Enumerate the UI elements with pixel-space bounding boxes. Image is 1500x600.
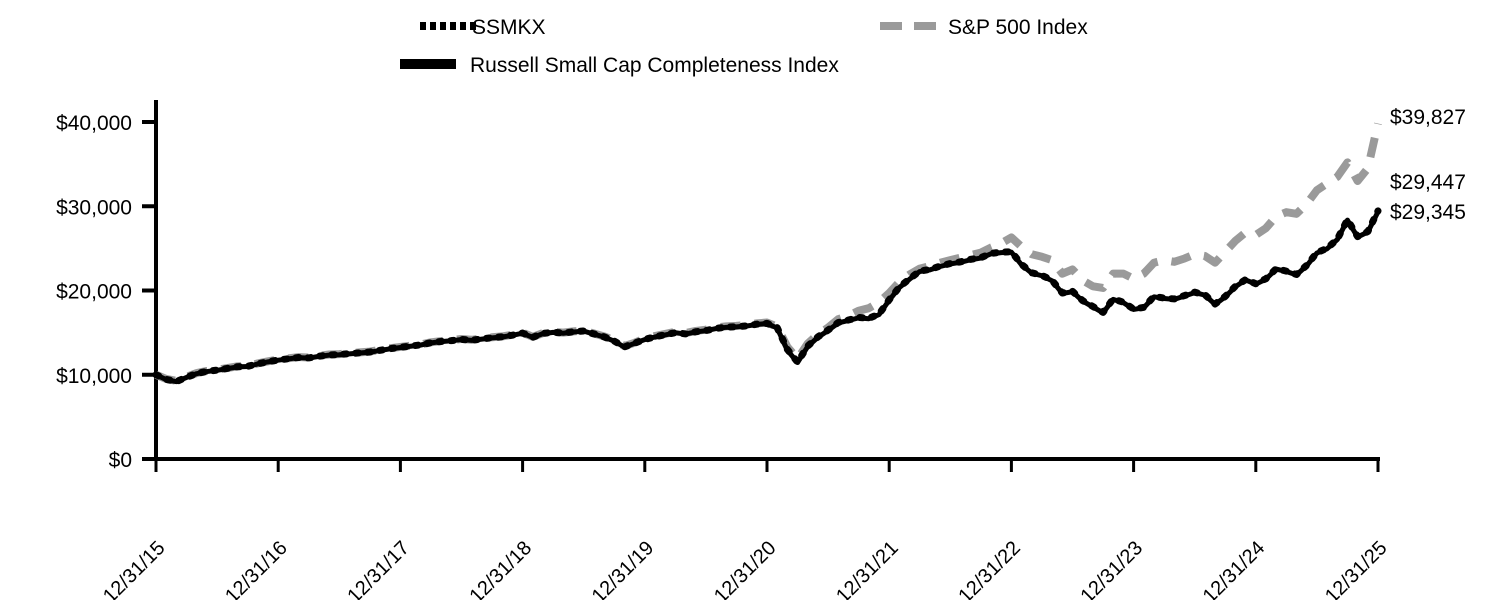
legend-label: S&P 500 Index: [948, 16, 1088, 39]
x-axis-tick-label: 12/31/25: [1321, 537, 1392, 600]
legend-marker-dashed: [880, 22, 902, 30]
y-axis: $0 $10,000 $20,000 $30,000 $40,000: [56, 112, 156, 472]
y-axis-tick-label: $0: [109, 449, 132, 472]
end-value-label: $29,345: [1390, 201, 1466, 224]
end-value-labels: $39,827 $29,447 $29,345: [1390, 106, 1466, 224]
chart-legend: SSMKX S&P 500 Index Russell Small Cap Comp…: [400, 16, 1088, 77]
x-axis-tick-label: 12/31/23: [1077, 537, 1148, 600]
x-axis-tick-label: 12/31/15: [99, 537, 170, 600]
y-axis-tick-label: $40,000: [56, 112, 132, 135]
legend-marker-dotted: [460, 22, 466, 30]
legend-marker-solid: [400, 59, 456, 69]
legend-marker-dotted: [430, 22, 436, 30]
legend-label: SSMKX: [472, 16, 546, 39]
end-value-label: $39,827: [1390, 106, 1466, 129]
legend-marker-dotted: [450, 22, 456, 30]
x-axis-tick-label: 12/31/16: [221, 537, 292, 600]
y-axis-tick-label: $10,000: [56, 365, 132, 388]
series-line-s-p-500-index: [154, 122, 1382, 385]
y-axis-tick-label: $20,000: [56, 281, 132, 304]
x-axis-tick-label: 12/31/24: [1199, 537, 1270, 600]
legend-label: Russell Small Cap Completeness Index: [470, 54, 839, 77]
x-axis-tick-label: 12/31/19: [588, 537, 659, 600]
y-axis-tick-label: $30,000: [56, 196, 132, 219]
x-axis: 12/31/15 12/31/16 12/31/17 12/31/18 12/31/19…: [99, 459, 1392, 600]
data-series-group: [152, 122, 1382, 385]
legend-marker-dotted: [440, 22, 446, 30]
series-line-russell-small-cap-completeness-index: [154, 210, 1381, 385]
x-axis-tick-label: 12/31/18: [466, 537, 537, 600]
end-value-label: $29,447: [1390, 171, 1466, 194]
legend-marker-dotted: [420, 22, 426, 30]
x-axis-tick-label: 12/31/20: [710, 537, 781, 600]
x-axis-tick-label: 12/31/21: [832, 537, 903, 600]
x-axis-tick-label: 12/31/17: [343, 537, 414, 600]
legend-marker-dashed: [914, 22, 936, 30]
legend-marker-dotted: [470, 22, 476, 30]
x-axis-tick-label: 12/31/22: [954, 537, 1025, 600]
